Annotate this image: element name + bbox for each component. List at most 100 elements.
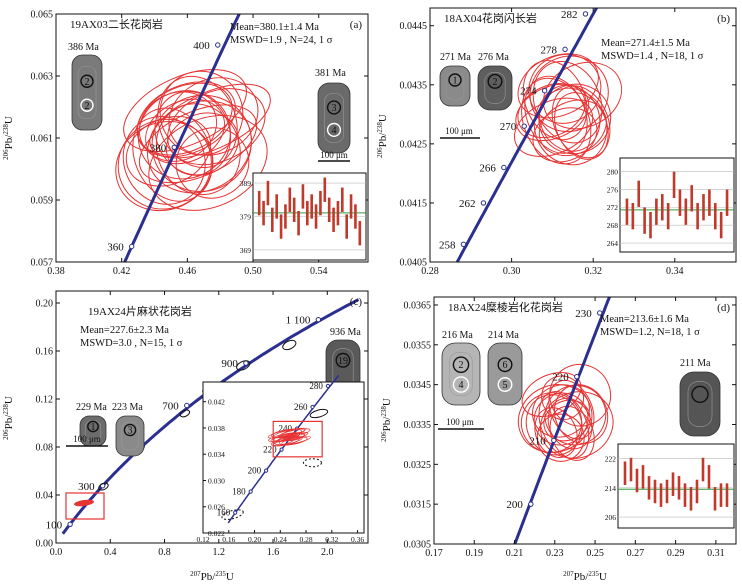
- analysis-spot: [80, 98, 94, 112]
- y-tick-label: 0.12: [36, 395, 54, 406]
- error-ellipse: [278, 428, 311, 438]
- inset-age-bar: [655, 198, 658, 225]
- inset-age-bar: [660, 194, 664, 221]
- axis-title-superscript: 238: [376, 122, 384, 133]
- zircon-zoning: [77, 65, 97, 120]
- panel-c: 1003005007009001 1000.00.40.81.21.62.00.…: [36, 290, 369, 558]
- y-tick-label: 0.0405: [400, 258, 428, 269]
- axis-title-part: U: [226, 571, 234, 583]
- concordia-age-label: 700: [162, 400, 179, 412]
- inset-y-tick-label: 206: [605, 513, 617, 522]
- error-ellipse: [267, 427, 306, 439]
- error-ellipse: [517, 83, 586, 139]
- inset-age-bar: [665, 479, 669, 504]
- error-ellipse: [270, 431, 309, 443]
- concordia-age-marker: [501, 164, 507, 171]
- inset-x-tick-label: 0.28: [299, 535, 312, 544]
- inset-age-bar: [327, 197, 331, 222]
- x-tick-label: 0.4: [104, 547, 117, 558]
- axis-title-part: U: [3, 116, 15, 124]
- concordia-age-label: 1 100: [286, 315, 311, 327]
- inset-age-bar: [653, 479, 657, 504]
- spot-number: 2: [493, 77, 498, 88]
- concordia-age-label: 400: [193, 40, 210, 52]
- inset-age-bar: [713, 203, 717, 230]
- error-ellipse: [544, 384, 607, 446]
- error-ellipse: [528, 53, 602, 124]
- error-ellipse: [115, 121, 214, 212]
- inset-age-bar: [702, 194, 705, 221]
- concordia-age-label: 200: [506, 499, 523, 511]
- scale-bar-label: 100 μm: [320, 150, 348, 160]
- error-ellipse: [136, 82, 233, 156]
- x-tick-label: 0.30: [503, 266, 521, 277]
- error-ellipse: [98, 482, 109, 491]
- analysis-spot: [335, 352, 351, 368]
- inset-age-bar: [725, 483, 729, 507]
- scale-bar-label: 100 μm: [73, 434, 101, 444]
- error-ellipse: [522, 60, 588, 141]
- y-tick-label: 0.059: [31, 196, 54, 207]
- inset-age-bar: [349, 194, 353, 219]
- zircon-age-label: 211 Ma: [680, 358, 711, 369]
- axis-title-superscript: 206: [376, 147, 384, 158]
- inset-age-bar: [696, 203, 699, 230]
- error-ellipse: [138, 91, 218, 162]
- inset-x-tick-label: 0.20: [248, 535, 261, 544]
- panel-label: (b): [717, 13, 730, 25]
- inset-age-bar: [666, 203, 670, 230]
- y-tick-label: 0.0445: [400, 21, 428, 32]
- zircon-zoning: [324, 93, 344, 143]
- concordia-age-label: 900: [221, 358, 238, 370]
- mean-age-text: Mean=271.4±1.5 Ma: [601, 38, 690, 49]
- axis-title-part: U: [599, 571, 607, 583]
- zircon-image: [441, 342, 481, 406]
- inset-y-tick-label: 264: [607, 239, 619, 248]
- concordia-age-marker: [315, 316, 322, 323]
- concordia-age-label: 278: [541, 44, 558, 56]
- x-tick-label: 0.17: [425, 548, 443, 559]
- panel-label: (c): [350, 296, 363, 308]
- axis-title-part: Pb/: [574, 571, 590, 583]
- x-tick-label: 0.19: [466, 548, 484, 559]
- inset-age-bar: [725, 189, 729, 216]
- axis-title-part: U: [381, 398, 393, 406]
- axis-title-part: Pb/: [3, 414, 15, 430]
- concordia-curve: [513, 297, 612, 544]
- inset-y-tick-label: 214: [605, 484, 617, 493]
- zircon-age-label: 276 Ma: [478, 52, 509, 63]
- zircon-age-label: 214 Ma: [488, 330, 519, 341]
- concordia-age-marker: [129, 243, 135, 250]
- zircon-age-label: 386 Ma: [68, 42, 99, 53]
- zircon-age-label: 229 Ma: [76, 402, 107, 413]
- x-tick-label: 0.29: [667, 548, 685, 559]
- inset-y-tick-label: 276: [607, 185, 619, 194]
- inset-frame: [617, 443, 735, 529]
- concordia-age-label: 266: [479, 162, 496, 174]
- axis-title-superscript: 207: [563, 570, 574, 578]
- error-ellipse: [302, 458, 322, 468]
- concordia-age-marker: [596, 310, 603, 316]
- axis-title-part: Pb/: [3, 134, 15, 150]
- mswd-text: MSWD=1.9 , N=24, 1 σ: [230, 35, 333, 46]
- inset-age-label: 260: [294, 402, 308, 412]
- error-ellipse: [538, 99, 607, 157]
- analysis-spot: [487, 73, 503, 89]
- error-ellipse: [132, 107, 214, 202]
- inset-age-bar: [266, 180, 270, 206]
- error-ellipse: [221, 509, 244, 520]
- inset-y-tick-label: 0.038: [208, 424, 225, 433]
- inset-age-bar: [649, 211, 652, 239]
- x-tick-label: 1.6: [267, 547, 280, 558]
- inset-age-bar: [637, 180, 641, 207]
- zircon-zoning: [121, 421, 139, 451]
- inset-age-bar: [690, 185, 694, 212]
- analysis-spot: [452, 376, 470, 393]
- inset-age-label: 240: [279, 424, 293, 434]
- x-tick-label: 0.28: [421, 266, 439, 277]
- concordia-age-label: 300: [78, 481, 95, 493]
- inset-age-bar: [358, 221, 362, 246]
- error-ellipse: [236, 360, 251, 371]
